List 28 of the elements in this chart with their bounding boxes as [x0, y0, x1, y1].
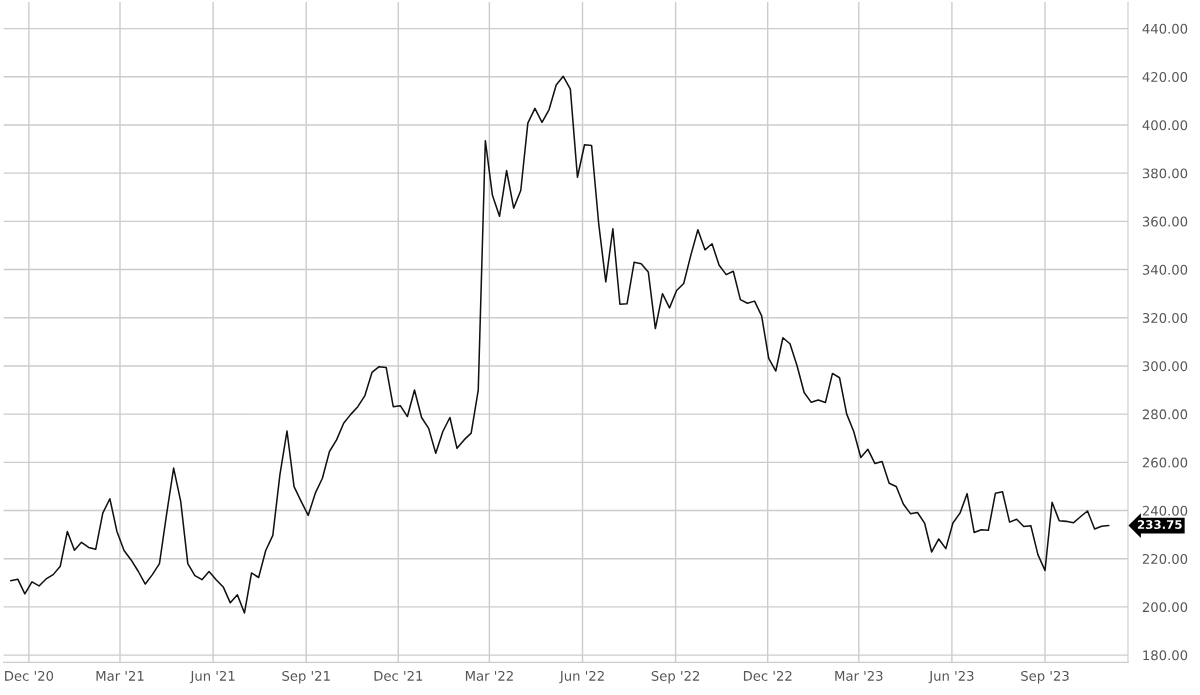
annotation: 233.75	[1137, 520, 1182, 530]
y-tick-label: 440.00	[1142, 23, 1188, 34]
y-tick-label: 280.00	[1142, 409, 1188, 420]
y-tick-label: 340.00	[1142, 264, 1188, 275]
y-tick-label: 320.00	[1142, 312, 1188, 323]
x-tick-label: Jun '23	[928, 670, 974, 684]
x-tick-label: Jun '21	[189, 670, 235, 684]
x-tick-label: Jun '22	[559, 670, 604, 684]
y-tick-label: 200.00	[1142, 602, 1188, 613]
y-tick-label: 400.00	[1142, 120, 1188, 131]
x-tick-label: Sep '23	[1021, 670, 1069, 684]
x-tick-label: Mar '21	[96, 670, 144, 681]
y-tick-label: 420.00	[1142, 72, 1188, 82]
x-tick-label: Mar '23	[835, 670, 883, 681]
x-tick-label: Dec '20	[5, 670, 54, 681]
y-tick-label: 300.00	[1142, 361, 1188, 372]
x-tick-label: Sep '22	[651, 670, 700, 684]
x-tick-label: Mar '22	[465, 670, 513, 681]
y-tick-label: 220.00	[1142, 553, 1188, 564]
y-tick-label: 260.00	[1142, 457, 1188, 468]
y-tick-label: 180.00	[1143, 650, 1188, 661]
y-tick-label: 380.00	[1142, 168, 1188, 179]
x-tick-label: Dec '21	[374, 670, 423, 681]
y-tick-label: 360.00	[1142, 216, 1188, 227]
x-tick-label: Sep '21	[282, 670, 330, 684]
line-series	[9, 75, 1110, 614]
y-tick-label: 240.00	[1142, 505, 1188, 516]
x-tick-label: Dec '22	[743, 670, 792, 681]
